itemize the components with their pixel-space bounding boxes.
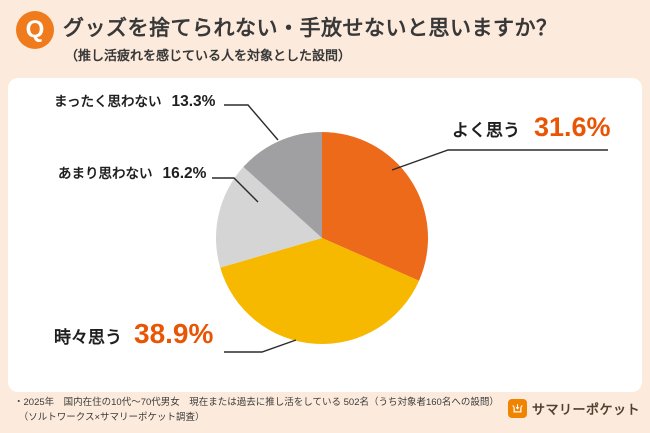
header-titles: グッズを捨てられない・手放せないと思いますか？ （推し活疲れを感じている人を対象… [63,11,558,64]
brand-logo: サマリーポケット [507,399,640,418]
callout-sometimes: 時々思う 38.9% [54,318,213,350]
segment-percent-never: 13.3% [171,93,216,110]
segment-label-rarely: あまり思わない [58,166,153,181]
chart-card: よく思う 31.6% 時々思う 38.9% あまり思わない 16.2% まったく… [8,78,642,392]
callout-rarely: あまり思わない 16.2% [58,162,206,183]
page-header: Q グッズを捨てられない・手放せないと思いますか？ （推し活疲れを感じている人を… [16,11,558,64]
page-title: グッズを捨てられない・手放せないと思いますか？ [63,17,558,40]
leader-line-never [224,104,279,141]
leader-line-often [391,149,608,171]
segment-percent-often: 31.6% [534,112,611,142]
survey-notes: ・2025年 国内在住の10代〜70代男女 現在または過去に推し活をしている 5… [14,396,499,425]
survey-note-line1: ・2025年 国内在住の10代〜70代男女 現在または過去に推し活をしている 5… [14,397,499,408]
leader-line-rarely [212,177,259,203]
pie-slice-1 [220,238,420,344]
page-subtitle: （推し活疲れを感じている人を対象とした設問） [65,48,352,63]
pie-slice-2 [216,166,322,268]
callout-never: まったく思わない 13.3% [54,90,215,111]
segment-percent-rarely: 16.2% [162,165,207,182]
brand-logo-text: サマリーポケット [531,402,640,417]
segment-percent-sometimes: 38.9% [134,318,214,349]
segment-label-often: よく思う [452,121,520,140]
pie-slices [216,132,429,344]
segment-label-sometimes: 時々思う [54,328,122,347]
box-logo-icon [507,399,527,418]
segment-label-never: まったく思わない [54,94,162,109]
page-footer: ・2025年 国内在住の10代〜70代男女 現在または過去に推し活をしている 5… [14,396,640,425]
pie-slice-0 [322,132,429,281]
pie-chart-svg [212,104,608,353]
question-badge: Q [16,11,54,49]
callout-often: よく思う 31.6% [452,112,611,143]
leader-line-sometimes [224,339,297,353]
survey-note-line2: （ソルトワークス×サマリーポケット調査） [14,411,205,423]
pie-slice-3 [243,132,322,238]
